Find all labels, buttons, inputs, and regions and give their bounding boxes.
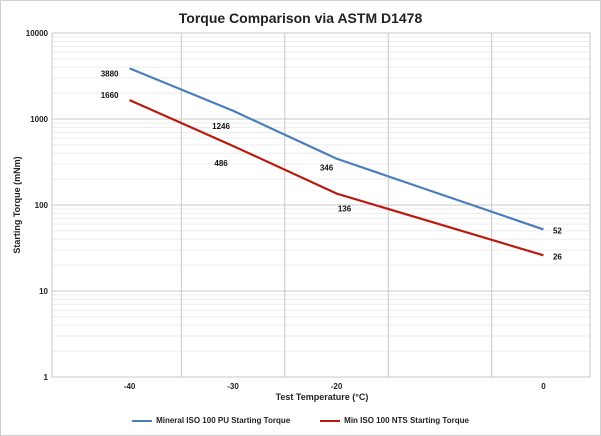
x-axis-label: Test Temperature (°C)	[276, 392, 369, 402]
legend: Mineral ISO 100 PU Starting Torque Min I…	[0, 416, 601, 425]
data-label: 486	[214, 159, 228, 168]
data-label: 1660	[101, 91, 119, 100]
data-label: 1246	[212, 122, 230, 131]
x-tick-label: 0	[541, 382, 546, 391]
legend-label-series-2: Min ISO 100 NTS Starting Torque	[344, 416, 469, 425]
legend-swatch-series-1	[132, 419, 153, 422]
chart-title: Torque Comparison via ASTM D1478	[178, 10, 423, 26]
x-tick-label: -30	[227, 382, 239, 391]
legend-label-series-1: Mineral ISO 100 PU Starting Torque	[156, 416, 291, 425]
y-tick-label: 1000	[30, 115, 48, 124]
series-line-2	[129, 99, 544, 257]
y-tick-label: 10	[39, 287, 48, 296]
grid-lines	[51, 32, 591, 378]
legend-swatch-series-2	[320, 419, 341, 422]
x-tick-label: -40	[124, 382, 136, 391]
data-label: 346	[320, 164, 334, 173]
y-tick-label: 10000	[26, 29, 49, 38]
x-tick-label: -20	[331, 382, 343, 391]
y-tick-label: 100	[35, 201, 49, 210]
series-line-1	[129, 67, 544, 231]
data-label: 3880	[101, 69, 119, 78]
y-tick-label: 1	[44, 373, 49, 382]
data-label: 52	[553, 226, 562, 235]
axes: 1 10 100 1000 10000 -40 -30 -20 0	[26, 29, 546, 391]
y-axis-label: Starting Torque (mNm)	[12, 156, 22, 253]
legend-item-series-1: Mineral ISO 100 PU Starting Torque	[132, 416, 290, 425]
data-labels: 3880 1246 346 52 1660 486 136 26	[101, 69, 563, 261]
data-label: 136	[338, 205, 352, 214]
legend-item-series-2: Min ISO 100 NTS Starting Torque	[320, 416, 469, 425]
series-lines	[129, 67, 544, 257]
data-label: 26	[553, 252, 562, 261]
